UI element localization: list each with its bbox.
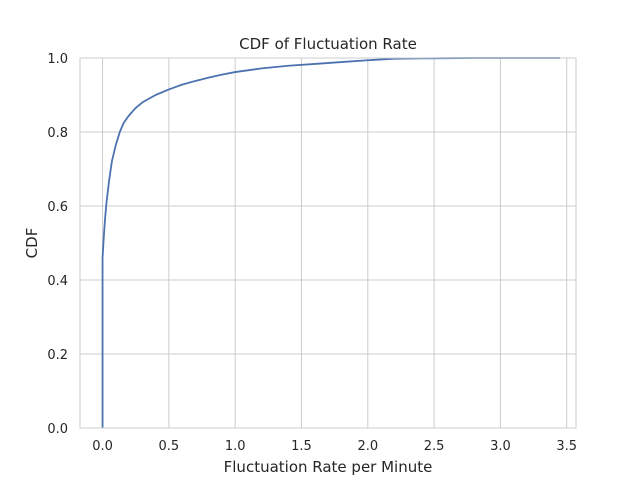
x-tick-label: 0.5: [159, 439, 180, 454]
x-axis-label: Fluctuation Rate per Minute: [224, 458, 433, 476]
x-tick-label: 0.0: [92, 439, 113, 454]
y-tick-label: 0.8: [47, 126, 68, 141]
y-tick-label: 0.0: [47, 422, 68, 437]
x-tick-labels: 0.0 0.5 1.0 1.5 2.0 2.5 3.0 3.5: [92, 439, 577, 454]
chart-title: CDF of Fluctuation Rate: [239, 35, 417, 53]
x-tick-label: 3.5: [556, 439, 577, 454]
plot-frame: [80, 58, 576, 428]
cdf-series-line: [103, 58, 561, 428]
y-axis-label: CDF: [23, 228, 41, 259]
x-tick-label: 1.5: [291, 439, 312, 454]
x-tick-label: 2.0: [357, 439, 378, 454]
x-tick-label: 1.0: [225, 439, 246, 454]
x-tick-label: 3.0: [490, 439, 511, 454]
grid: [80, 58, 576, 428]
y-tick-label: 1.0: [47, 52, 68, 67]
y-tick-labels: 0.0 0.2 0.4 0.6 0.8 1.0: [47, 52, 68, 437]
y-tick-label: 0.4: [47, 274, 68, 289]
y-tick-label: 0.6: [47, 200, 68, 215]
x-tick-label: 2.5: [424, 439, 445, 454]
y-tick-label: 0.2: [47, 348, 68, 363]
series-group: [103, 58, 561, 428]
